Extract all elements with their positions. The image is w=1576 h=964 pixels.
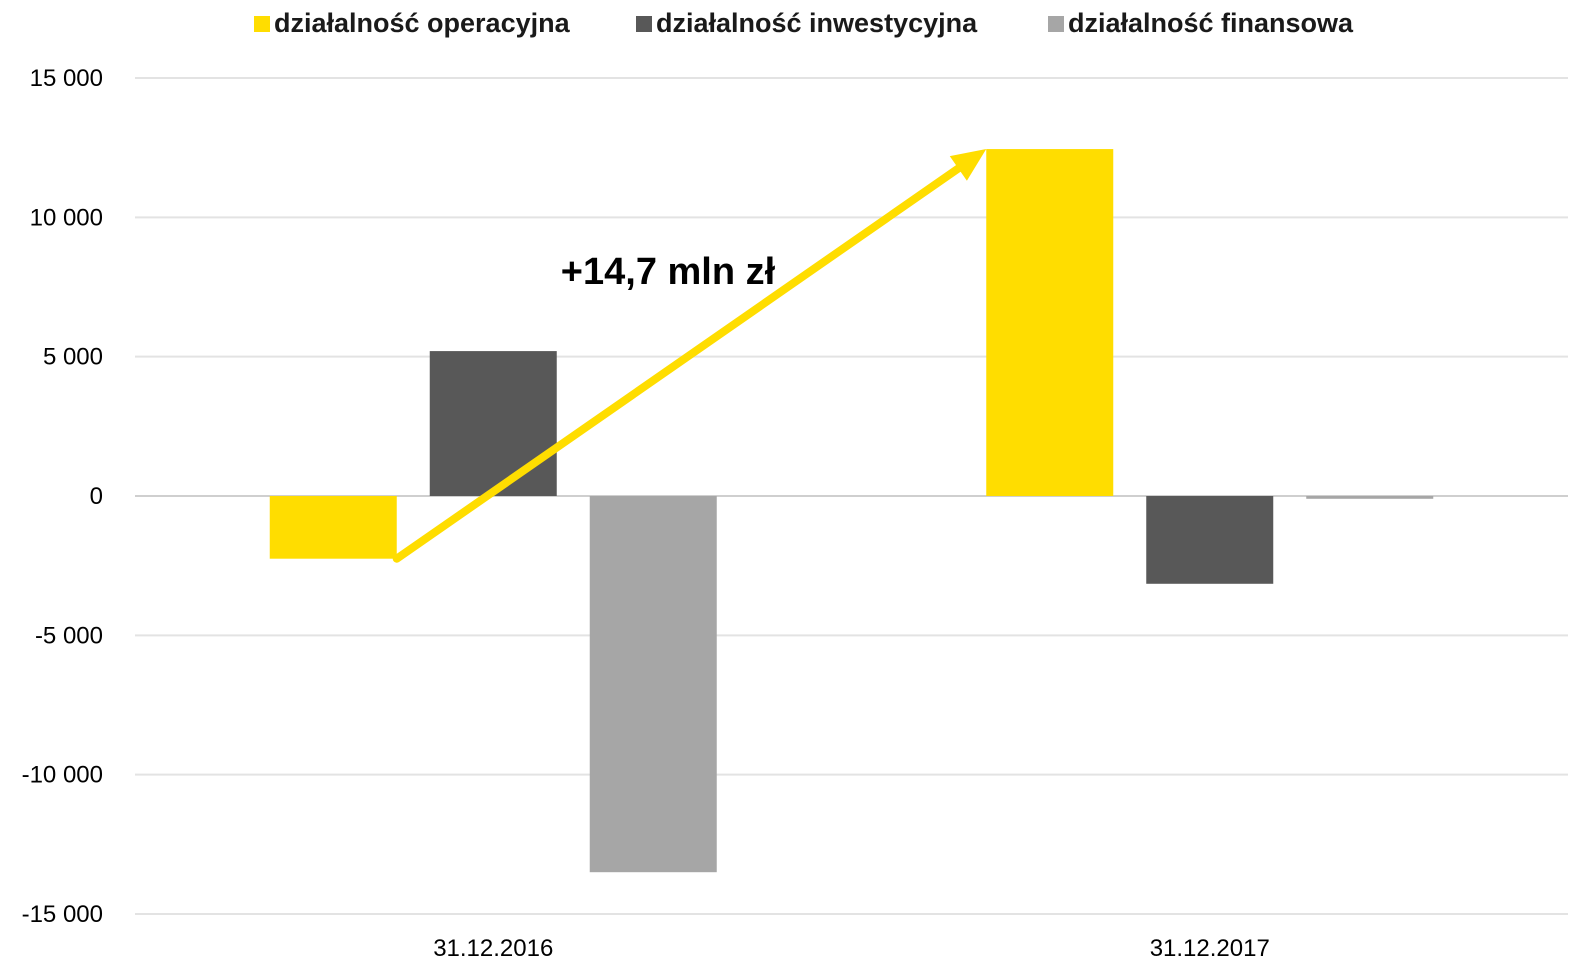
bar-dzialalnosc-inwestycyjna-31-12-2016 — [429, 351, 557, 496]
y-tick-label: -10 000 — [22, 762, 103, 789]
legend-swatch-inwestycyjna — [636, 15, 652, 32]
x-axis-ticks: 31.12.2016 31.12.2017 — [433, 935, 1270, 962]
legend-swatch-operacyjna — [254, 15, 270, 32]
annotation: +14,7 mln zł — [392, 149, 987, 563]
legend-item-finansowa: działalność finansowa — [1048, 8, 1353, 39]
gridlines — [135, 77, 1568, 915]
x-tick-label: 31.12.2017 — [1150, 935, 1270, 962]
legend-item-operacyjna: działalność operacyjna — [254, 8, 570, 39]
bar-dzialalnosc-inwestycyjna-31-12-2017 — [1146, 496, 1274, 584]
arrow-head — [949, 149, 987, 181]
y-tick-label: 0 — [90, 483, 103, 510]
bar-dzialalnosc-finansowa-31-12-2016 — [589, 496, 717, 873]
legend-item-inwestycyjna: działalność inwestycyjna — [636, 8, 977, 39]
annotation-label: +14,7 mln zł — [561, 251, 776, 293]
y-axis-ticks: 15 000 10 000 5 000 0 -5 000 -10 000 -15 000 — [22, 65, 103, 928]
legend-swatch-finansowa — [1048, 15, 1064, 32]
bar-dzialalnosc-operacyjna-31-12-2017 — [986, 149, 1114, 496]
bars — [269, 149, 1434, 873]
y-tick-label: 5 000 — [43, 344, 103, 371]
y-tick-label: -15 000 — [22, 901, 103, 928]
legend-label-inwestycyjna: działalność inwestycyjna — [656, 8, 978, 38]
legend-label-finansowa: działalność finansowa — [1068, 8, 1354, 38]
legend-label-operacyjna: działalność operacyjna — [274, 8, 570, 38]
y-tick-label: 10 000 — [30, 204, 103, 231]
bar-dzialalnosc-operacyjna-31-12-2016 — [269, 496, 397, 559]
arrow-shaft — [392, 164, 963, 563]
legend: działalność operacyjna działalność inwes… — [0, 8, 1576, 42]
x-tick-label: 31.12.2016 — [433, 935, 553, 962]
bar-dzialalnosc-finansowa-31-12-2017 — [1306, 496, 1434, 499]
y-tick-label: 15 000 — [30, 65, 103, 92]
y-tick-label: -5 000 — [35, 622, 103, 649]
